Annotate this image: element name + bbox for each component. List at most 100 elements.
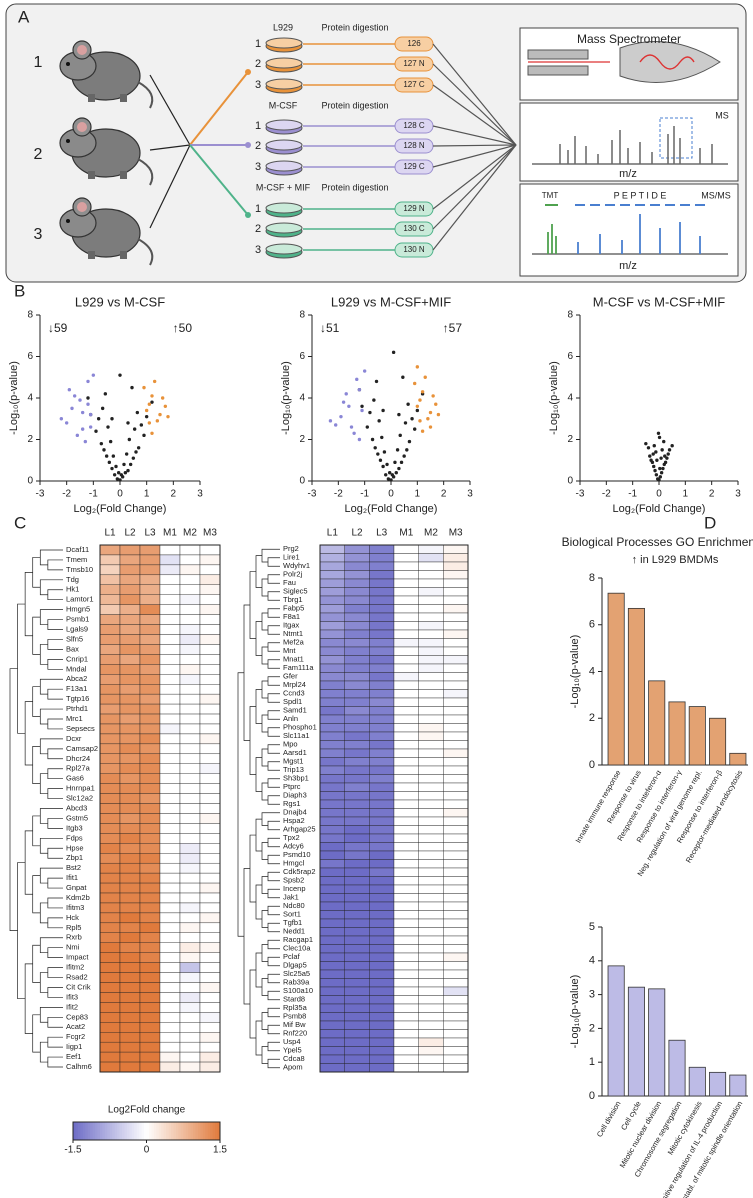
heatmap-cell xyxy=(199,634,221,645)
point xyxy=(663,454,667,458)
heatmap-cell xyxy=(369,765,395,775)
colorbar-step xyxy=(85,1122,89,1140)
heatmap-cell xyxy=(199,912,221,924)
annotation: ↑57 xyxy=(443,321,463,335)
point xyxy=(349,425,354,429)
heatmap-cell xyxy=(369,612,395,622)
y-tick-label: 0 xyxy=(27,476,33,487)
connector xyxy=(432,144,517,251)
row-label: Calhm6 xyxy=(66,1062,92,1071)
panel-letter: A xyxy=(18,7,30,26)
heatmap-cell xyxy=(344,961,370,971)
heatmap-cell xyxy=(199,793,221,804)
row-label: F8a1 xyxy=(283,612,300,621)
heatmap-cell xyxy=(319,791,345,801)
axis-label: m/z xyxy=(619,168,637,180)
heatmap-cell xyxy=(99,1061,121,1073)
row-label: Hspa2 xyxy=(283,816,305,825)
heatmap-cell xyxy=(199,594,221,605)
heatmap-cell xyxy=(99,912,121,924)
colorbar-step xyxy=(215,1122,219,1140)
point xyxy=(670,444,674,448)
x-tick-label: 2 xyxy=(171,489,177,500)
point xyxy=(654,450,658,454)
heatmap-cell xyxy=(418,901,444,911)
heatmap-cell xyxy=(418,842,444,852)
heatmap-cell xyxy=(139,922,161,933)
x-tick-label: -3 xyxy=(36,489,45,500)
dendrogram xyxy=(267,922,280,933)
colorbar-step xyxy=(75,1122,79,1140)
dendrogram xyxy=(24,963,33,1034)
dendrogram xyxy=(39,773,48,794)
heatmap-cell xyxy=(159,952,181,963)
heatmap-cell xyxy=(199,664,221,675)
point xyxy=(420,390,425,394)
dendrogram xyxy=(47,877,63,889)
heatmap-cell xyxy=(179,654,201,665)
heatmap-cell xyxy=(99,952,121,963)
x-tick-label: 1 xyxy=(144,489,150,500)
heatmap-cell xyxy=(199,614,221,625)
heatmap-cell xyxy=(344,799,370,809)
heatmap-cell xyxy=(443,901,469,911)
row-label: Rgs1 xyxy=(283,799,301,808)
heatmap-cell xyxy=(159,872,181,884)
row-label: Ntmt1 xyxy=(283,629,303,638)
heatmap-cell xyxy=(369,553,395,563)
heatmap-cell xyxy=(418,876,444,886)
point xyxy=(135,410,140,415)
heatmap-cell xyxy=(393,697,419,707)
heatmap-cell xyxy=(418,978,444,988)
point xyxy=(374,379,379,384)
bar xyxy=(607,965,625,1097)
heatmap-cell xyxy=(179,783,201,794)
dendrogram xyxy=(267,837,280,848)
row-label: Polr2j xyxy=(283,570,303,579)
heatmap-cell xyxy=(139,843,161,854)
heatmap-cell xyxy=(443,927,469,937)
point xyxy=(386,477,391,481)
heatmap-cell xyxy=(418,638,444,648)
heatmap-cell xyxy=(319,561,345,571)
heatmap-cell xyxy=(319,944,345,954)
point xyxy=(661,466,665,471)
heatmap-cell xyxy=(119,753,141,764)
heatmap-cell xyxy=(393,799,419,809)
annotation: ↓59 xyxy=(48,321,68,335)
heatmap-cell xyxy=(179,634,201,645)
x-tick-label: -3 xyxy=(576,489,585,500)
dendrogram xyxy=(39,708,63,725)
heatmap-cell xyxy=(199,823,221,834)
heatmap-cell xyxy=(159,902,181,914)
colorbar-step xyxy=(148,1122,152,1140)
point xyxy=(378,458,383,462)
heatmap-cell xyxy=(344,876,370,886)
heatmap-cell xyxy=(344,944,370,954)
dendrogram xyxy=(261,876,268,894)
heatmap-cell xyxy=(159,813,181,824)
dendrogram xyxy=(47,947,63,959)
heatmap-cell xyxy=(393,808,419,818)
row-label: Diaph3 xyxy=(283,791,307,800)
heatmap-cell xyxy=(418,961,444,971)
heatmap-cell xyxy=(319,680,345,690)
group-label: L929 xyxy=(273,22,293,32)
dendrogram xyxy=(24,830,33,895)
heatmap-cell xyxy=(119,793,141,804)
heatmap-cell xyxy=(443,867,469,877)
heatmap-cell xyxy=(344,774,370,784)
heatmap-cell xyxy=(199,813,221,824)
y-tick-label: 2 xyxy=(589,712,595,724)
heatmap-cell xyxy=(179,1012,201,1023)
heatmap-cell xyxy=(199,554,221,566)
heatmap-cell xyxy=(139,992,161,1003)
mouse-number: 1 xyxy=(34,54,43,71)
colorbar-step xyxy=(141,1122,145,1140)
dendrogram xyxy=(261,910,268,928)
heatmap-cell xyxy=(99,723,121,735)
heatmap-cell xyxy=(344,927,370,937)
heatmap-cell xyxy=(418,935,444,945)
colorbar-tick-label: -1.5 xyxy=(64,1145,82,1156)
point xyxy=(118,373,122,377)
